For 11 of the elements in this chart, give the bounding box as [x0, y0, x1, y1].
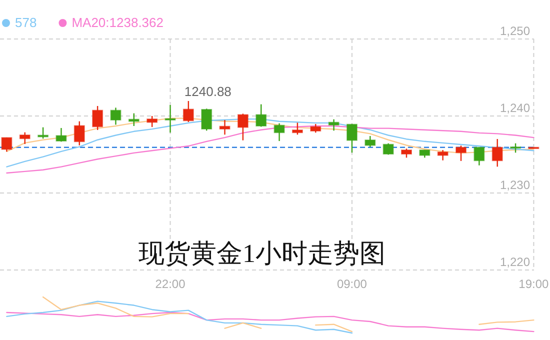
text: 现货黄金1小时走势图 — [138, 239, 386, 268]
legend-label: MA20:1238.362 — [72, 15, 164, 30]
x-tick-label: 19:00 — [518, 277, 550, 291]
x-tick-label: 22:00 — [155, 277, 186, 291]
x-tick-label: 09:00 — [336, 277, 368, 291]
y-tick-label: 1,240 — [500, 101, 530, 115]
y-tick-label: 1,230 — [500, 178, 530, 192]
annotation: 1240.88 — [184, 84, 232, 100]
y-tick-label: 1,250 — [500, 24, 530, 38]
y-tick-label: 1,220 — [500, 255, 530, 269]
legend-label: 578 — [15, 15, 37, 30]
